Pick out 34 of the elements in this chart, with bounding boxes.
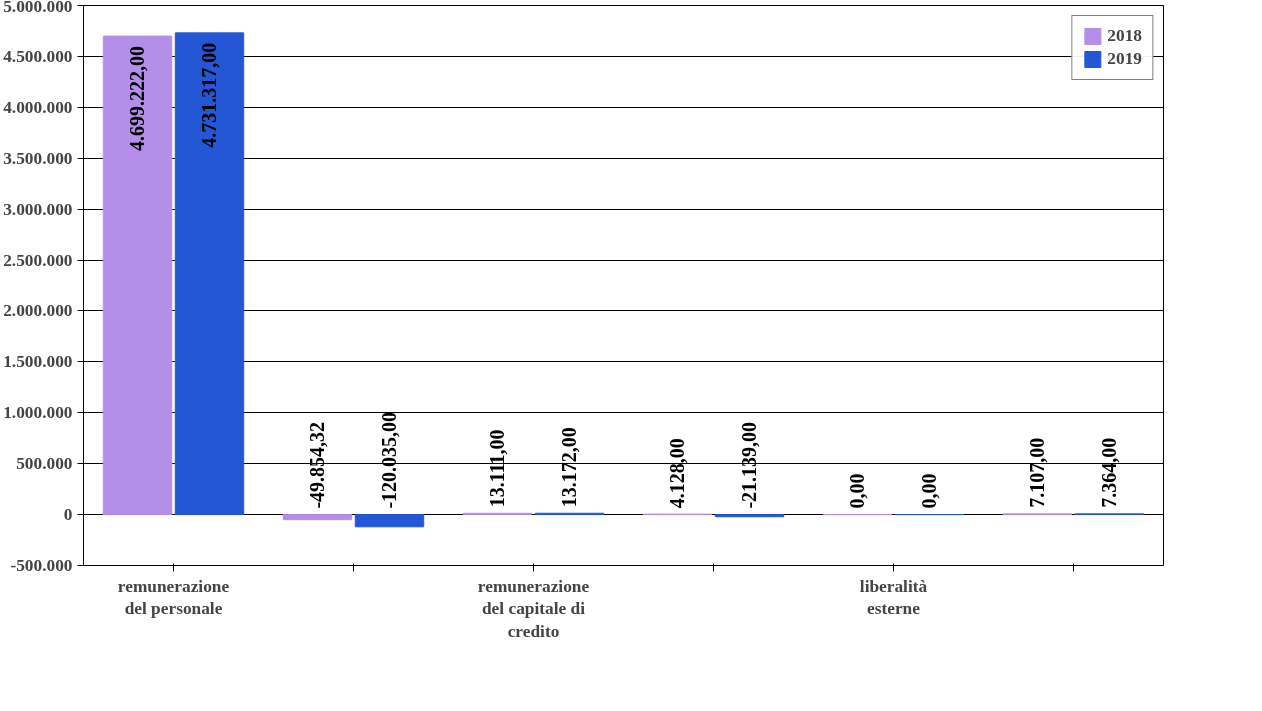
data-label: 7.364,00 xyxy=(1098,437,1121,508)
data-label: -49.854,32 xyxy=(306,421,329,509)
y-tick-label: 4.500.000 xyxy=(3,46,73,66)
data-label: -120.035,00 xyxy=(378,411,401,509)
bar xyxy=(174,32,245,516)
data-label: -21.139,00 xyxy=(738,421,761,509)
data-label: 13.111,00 xyxy=(486,429,509,508)
y-tick-label: 1.500.000 xyxy=(3,352,73,372)
y-tick-label: 3.500.000 xyxy=(3,148,73,168)
legend-label: 2019 xyxy=(1107,49,1142,69)
y-tick-label: 500.000 xyxy=(16,454,73,474)
data-label: 4.699.222,00 xyxy=(126,46,149,152)
bar xyxy=(282,514,353,521)
bar xyxy=(102,35,173,516)
y-tick-label: 2.500.000 xyxy=(3,250,73,270)
x-tick-label: remunerazione del capitale di credito xyxy=(477,576,590,642)
y-tick-label: 0 xyxy=(63,505,73,525)
y-tick-label: 3.000.000 xyxy=(3,199,73,219)
y-tick-label: 4.000.000 xyxy=(3,97,73,117)
legend-label: 2018 xyxy=(1107,26,1142,46)
y-tick-label: -500.000 xyxy=(10,556,73,575)
data-label: 13.172,00 xyxy=(558,427,581,508)
x-tick-label: liberalità esterne xyxy=(859,576,928,619)
data-label: 4.731.317,00 xyxy=(198,42,221,148)
bar xyxy=(354,514,425,528)
bar xyxy=(714,514,785,518)
y-tick-label: 1.000.000 xyxy=(3,403,73,423)
x-tick-label: remunerazione del personale xyxy=(117,576,230,619)
data-label: 0,00 xyxy=(846,473,869,509)
y-tick-label: 5.000.000 xyxy=(3,0,73,16)
data-label: 7.107,00 xyxy=(1026,437,1049,508)
data-label: 4.128,00 xyxy=(666,438,689,509)
y-tick-label: 2.000.000 xyxy=(3,301,73,321)
data-label: 0,00 xyxy=(918,473,941,509)
